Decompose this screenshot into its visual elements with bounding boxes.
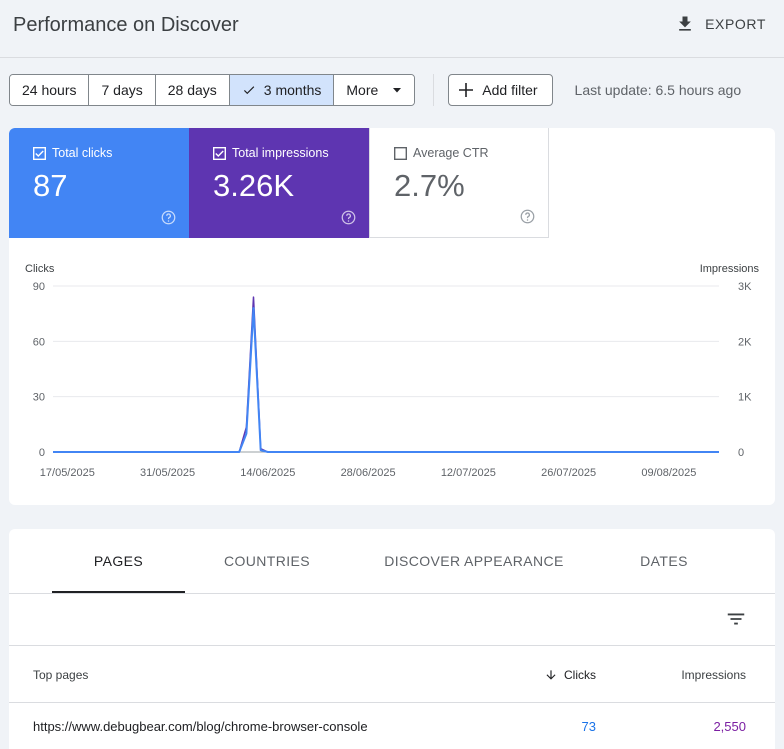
x-tick-label: 17/05/2025 [40,467,95,479]
data-table-card: PAGES COUNTRIES DISCOVER APPEARANCE DATE… [9,529,775,749]
page-header: Performance on Discover EXPORT [0,0,784,58]
caret-down-icon [393,88,402,93]
metric-total-clicks[interactable]: Total clicks 87 [9,128,189,238]
column-header-label: Clicks [564,668,596,682]
axis-label-clicks: Clicks [25,263,55,275]
column-header-impressions[interactable]: Impressions [681,668,746,682]
check-icon [243,86,255,95]
range-label: 3 months [263,82,322,98]
table-header: Top pages Clicks Impressions [9,646,775,703]
column-header-clicks[interactable]: Clicks [544,668,596,682]
help-icon[interactable] [341,210,356,225]
help-icon[interactable] [520,209,535,224]
export-button[interactable]: EXPORT [675,14,766,34]
filter-icon[interactable] [725,608,747,630]
plus-icon [459,83,474,97]
x-tick-label: 26/07/2025 [541,467,596,479]
download-icon [679,16,691,31]
export-label: EXPORT [705,16,766,32]
range-label: 7 days [101,82,143,98]
tab-discover-appearance[interactable]: DISCOVER APPEARANCE [379,529,569,593]
metric-average-ctr[interactable]: Average CTR 2.7% [369,128,549,238]
x-tick-label: 14/06/2025 [240,467,295,479]
checkbox-unchecked-icon [394,146,407,160]
page-url[interactable]: https://www.debugbear.com/blog/chrome-br… [33,719,368,734]
row-clicks: 73 [581,719,596,734]
x-tick-label: 09/08/2025 [641,467,696,479]
range-3-months[interactable]: 3 months [229,75,335,105]
page-title: Performance on Discover [13,14,239,36]
metric-label: Total impressions [232,146,329,160]
x-tick-label: 12/07/2025 [441,467,496,479]
date-range-selector: 24 hours 7 days 28 days 3 months More [9,74,416,106]
metric-value: 87 [33,168,68,203]
y-tick-right: 0 [738,447,744,459]
range-28-days[interactable]: 28 days [155,75,230,105]
checkbox-checked-icon [33,146,46,160]
metric-total-impressions[interactable]: Total impressions 3.26K [189,128,369,238]
metric-value: 2.7% [394,168,465,203]
x-tick-label: 28/06/2025 [341,467,396,479]
add-filter-label: Add filter [482,82,538,98]
metric-value: 3.26K [213,168,295,203]
performance-chart[interactable]: Clicks Impressions 90 3K 60 2K 30 1K 0 0 17/05/202… [9,258,775,488]
arrow-down-icon [546,670,556,680]
y-tick-right: 1K [738,392,752,404]
tab-label: DATES [640,553,688,569]
y-tick-left: 90 [33,281,45,293]
table-row[interactable]: https://www.debugbear.com/blog/chrome-br… [9,703,775,749]
tab-countries[interactable]: COUNTRIES [205,529,329,593]
tab-label: DISCOVER APPEARANCE [384,553,564,569]
add-filter-button[interactable]: Add filter [448,74,553,106]
series-line-impressions [53,296,719,453]
tab-label: PAGES [93,553,144,569]
toolbar-divider [433,74,435,106]
range-label: More [346,82,379,98]
tab-dates[interactable]: DATES [619,529,709,593]
tab-pages[interactable]: PAGES [52,529,185,593]
table-filter-row [9,594,775,646]
series-line-clicks [53,307,719,453]
last-update-text: Last update: 6.5 hours ago [574,82,742,98]
performance-card: Total clicks 87 Total impressions 3.26K … [9,128,775,505]
y-tick-right: 3K [738,281,752,293]
help-icon[interactable] [161,210,176,225]
column-header-top-pages: Top pages [33,668,89,682]
table-tabs: PAGES COUNTRIES DISCOVER APPEARANCE DATE… [9,529,775,594]
y-tick-left: 60 [33,336,45,348]
date-toolbar: 24 hours 7 days 28 days 3 months More Ad… [9,74,741,106]
x-tick-label: 31/05/2025 [140,467,195,479]
y-tick-right: 2K [738,336,752,348]
tab-label: COUNTRIES [223,553,311,569]
y-tick-left: 0 [39,447,45,459]
checkbox-checked-icon [213,146,226,160]
y-tick-left: 30 [33,392,45,404]
range-24-hours[interactable]: 24 hours [10,75,90,105]
row-impressions: 2,550 [713,719,746,734]
range-label: 24 hours [22,82,77,98]
range-label: 28 days [167,82,217,98]
range-7-days[interactable]: 7 days [89,75,156,105]
metric-label: Average CTR [413,146,489,160]
range-more-dropdown[interactable]: More [334,75,415,105]
metric-label: Total clicks [52,146,113,160]
axis-label-impressions: Impressions [700,263,760,275]
